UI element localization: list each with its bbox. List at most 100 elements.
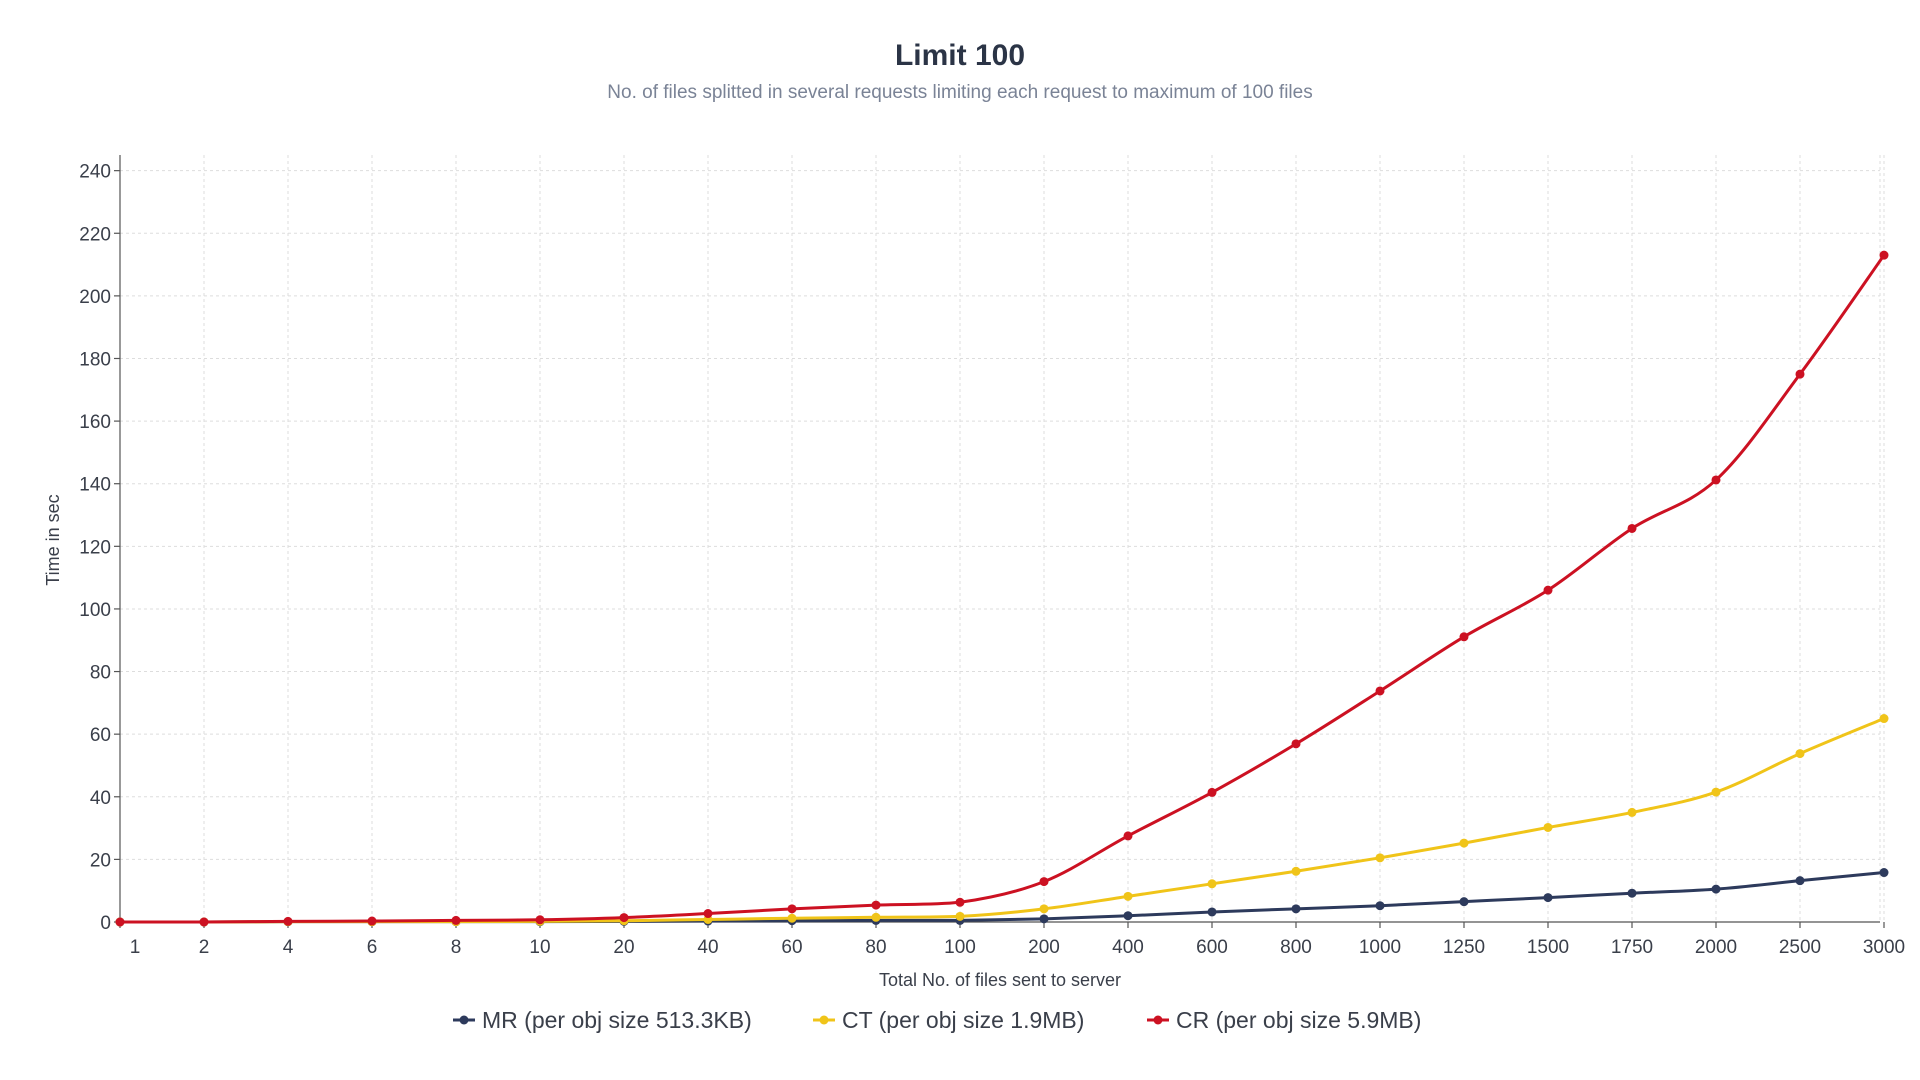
data-point: [1375, 853, 1385, 863]
data-point: [1459, 632, 1469, 642]
x-tick-label: 2000: [1695, 937, 1737, 958]
y-tick-label: 140: [79, 475, 111, 496]
x-tick-label: 200: [1028, 937, 1060, 958]
data-point: [367, 916, 377, 926]
x-axis-title: Total No. of files sent to server: [879, 970, 1121, 990]
data-point: [619, 913, 629, 923]
x-tick-label: 2: [199, 937, 210, 958]
legend: MR (per obj size 513.3KB) CT (per obj siz…: [453, 1007, 1421, 1033]
data-point: [787, 913, 797, 923]
y-tick-label: 160: [79, 412, 111, 433]
x-tick-label: 10: [529, 937, 550, 958]
x-axis-ticks: 1 2 4 6 8 10 20 40 60 80 100 200 400 600 800 1000 1250 15…: [119, 922, 1905, 958]
x-tick-label: 1500: [1527, 937, 1569, 958]
data-point: [115, 917, 125, 927]
data-point: [1795, 369, 1805, 379]
x-tick-label: 80: [865, 937, 886, 958]
chart-title: Limit 100: [895, 39, 1025, 72]
data-point: [1795, 876, 1805, 886]
x-tick-label: 20: [613, 937, 634, 958]
data-point: [451, 915, 461, 925]
x-tick-label: 1: [130, 937, 141, 958]
data-point: [1375, 686, 1385, 696]
y-tick-label: 60: [90, 725, 111, 746]
chart-subtitle: No. of files splitted in several request…: [607, 82, 1312, 103]
data-point: [955, 911, 965, 921]
y-axis-ticks: 0 20 40 60 80 100 120 140 160 180 200 220 240: [79, 162, 120, 934]
y-tick-label: 40: [90, 788, 111, 809]
data-point: [1123, 831, 1133, 841]
grid: [120, 155, 1885, 922]
x-tick-label: 100: [944, 937, 976, 958]
series-3: [115, 250, 1889, 927]
data-point: [1795, 749, 1805, 759]
data-point: [1459, 897, 1469, 907]
data-point: [871, 900, 881, 910]
data-point: [1711, 475, 1721, 485]
legend-item[interactable]: MR (per obj size 513.3KB): [453, 1007, 752, 1033]
series-line: [120, 717, 1885, 924]
data-point: [1879, 250, 1889, 260]
series-line: [120, 254, 1886, 924]
legend-label: CR (per obj size 5.9MB): [1176, 1007, 1421, 1033]
series: [115, 250, 1889, 927]
x-tick-label: 1750: [1611, 937, 1653, 958]
data-point: [1291, 739, 1301, 749]
data-point: [1375, 901, 1385, 911]
data-point: [1879, 714, 1889, 724]
y-tick-label: 200: [79, 287, 111, 308]
y-axis-title: Time in sec: [43, 494, 63, 585]
data-point: [283, 916, 293, 926]
data-point: [1039, 877, 1049, 887]
data-point: [1711, 787, 1721, 797]
data-point: [199, 917, 209, 927]
data-point: [1711, 884, 1721, 894]
y-tick-label: 240: [79, 162, 111, 183]
y-tick-label: 180: [79, 349, 111, 370]
data-point: [1543, 585, 1553, 595]
x-tick-label: 800: [1280, 937, 1312, 958]
y-tick-label: 80: [90, 663, 111, 684]
legend-item[interactable]: CT (per obj size 1.9MB): [813, 1007, 1084, 1033]
data-point: [703, 909, 713, 919]
data-point: [1879, 868, 1889, 878]
series-1: [115, 868, 1889, 927]
y-tick-label: 100: [79, 600, 111, 621]
data-point: [1207, 907, 1217, 917]
data-point: [1459, 838, 1469, 848]
legend-swatch-marker: [459, 1015, 469, 1025]
data-point: [1543, 893, 1553, 903]
x-tick-label: 8: [451, 937, 462, 958]
data-point: [1207, 879, 1217, 889]
data-point: [787, 904, 797, 914]
y-tick-label: 120: [79, 537, 111, 558]
x-tick-label: 6: [367, 937, 378, 958]
x-tick-label: 600: [1196, 937, 1228, 958]
x-tick-label: 1250: [1443, 937, 1485, 958]
data-point: [1543, 822, 1553, 832]
legend-label: MR (per obj size 513.3KB): [482, 1007, 752, 1033]
data-point: [1627, 807, 1637, 817]
x-tick-label: 40: [697, 937, 718, 958]
x-tick-label: 2500: [1779, 937, 1821, 958]
data-point: [1123, 911, 1133, 921]
legend-swatch-marker: [819, 1015, 829, 1025]
data-point: [1291, 866, 1301, 876]
data-point: [955, 897, 965, 907]
x-tick-label: 1000: [1359, 937, 1401, 958]
x-tick-label: 3000: [1863, 937, 1905, 958]
y-tick-label: 220: [79, 224, 111, 245]
data-point: [1039, 904, 1049, 914]
data-point: [1123, 891, 1133, 901]
data-point: [1039, 914, 1049, 924]
data-point: [1627, 888, 1637, 898]
y-tick-label: 20: [90, 850, 111, 871]
x-tick-label: 4: [283, 937, 294, 958]
legend-item[interactable]: CR (per obj size 5.9MB): [1147, 1007, 1421, 1033]
x-tick-label: 60: [781, 937, 802, 958]
data-point: [1291, 904, 1301, 914]
data-point: [535, 915, 545, 925]
data-point: [1207, 787, 1217, 797]
data-point: [871, 912, 881, 922]
